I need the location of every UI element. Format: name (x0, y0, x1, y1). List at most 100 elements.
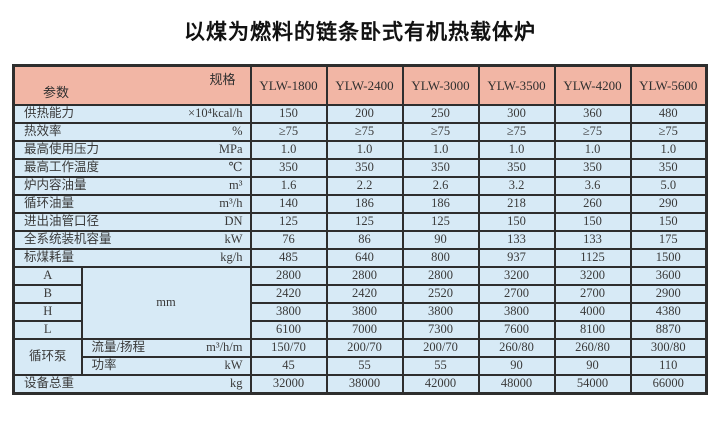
row-label-cell: DN 进出油管口径 (12, 211, 252, 232)
value-cell: 1.0 (325, 139, 404, 160)
table-row: % 热效率 ≥75 ≥75 ≥75 ≥75 ≥75 ≥75 (12, 121, 708, 142)
value-cell: ≥75 (553, 121, 632, 142)
value-cell: 1500 (629, 247, 708, 268)
value-cell: 150 (477, 211, 556, 232)
column-header: YLW-2400 (325, 64, 404, 106)
value-cell: 45 (249, 355, 328, 376)
value-cell: 250 (401, 103, 480, 124)
column-header: YLW-3500 (477, 64, 556, 106)
corner-param-label: 参数 (43, 84, 70, 100)
value-cell: 2420 (249, 283, 328, 304)
table-row: m³ 炉内容油量 1.6 2.2 2.6 3.2 3.6 5.0 (12, 175, 708, 196)
value-cell: 2800 (249, 265, 328, 286)
row-unit: kW (224, 232, 243, 247)
row-unit: ×10⁴kcal/h (188, 106, 243, 121)
value-cell: 218 (477, 193, 556, 214)
value-cell: ≥75 (477, 121, 556, 142)
row-unit: kW (224, 358, 243, 373)
dimension-label: A (12, 265, 83, 286)
row-label: 炉内容油量 (24, 178, 87, 193)
value-cell: 6100 (249, 319, 328, 340)
value-cell: ≥75 (325, 121, 404, 142)
value-cell: 4000 (553, 301, 632, 322)
value-cell: 48000 (477, 373, 556, 394)
value-cell: 133 (477, 229, 556, 250)
value-cell: 200/70 (325, 337, 404, 358)
value-cell: 1.0 (249, 139, 328, 160)
row-label: 进出油管口径 (24, 214, 100, 229)
row-label-cell: ×10⁴kcal/h 供热能力 (12, 103, 252, 124)
row-label: 最高使用压力 (24, 142, 100, 157)
row-unit: ℃ (228, 160, 243, 175)
row-unit: m³/h (219, 196, 243, 211)
value-cell: 260/80 (477, 337, 556, 358)
table-row: DN 进出油管口径 125 125 125 150 150 150 (12, 211, 708, 232)
value-cell: 290 (629, 193, 708, 214)
row-unit: kg (230, 376, 243, 391)
value-cell: 8100 (553, 319, 632, 340)
value-cell: 7300 (401, 319, 480, 340)
total-row: kg 设备总重 32000 38000 42000 48000 54000 66… (12, 373, 708, 394)
value-cell: 937 (477, 247, 556, 268)
value-cell: 150 (553, 211, 632, 232)
row-label-cell: kg/h 标煤耗量 (12, 247, 252, 268)
dimension-label: H (12, 301, 83, 322)
dimension-row: L 6100 7000 7300 7600 8100 8870 (12, 319, 708, 340)
value-cell: ≥75 (249, 121, 328, 142)
value-cell: 90 (401, 229, 480, 250)
row-unit: % (232, 124, 243, 139)
value-cell: 66000 (629, 373, 708, 394)
value-cell: 350 (629, 157, 708, 178)
value-cell: 133 (553, 229, 632, 250)
value-cell: 150 (249, 103, 328, 124)
value-cell: 125 (249, 211, 328, 232)
value-cell: 110 (629, 355, 708, 376)
value-cell: 125 (401, 211, 480, 232)
value-cell: 350 (553, 157, 632, 178)
value-cell: 800 (401, 247, 480, 268)
value-cell: 3200 (477, 265, 556, 286)
dimension-row: B 2420 2420 2520 2700 2700 2900 (12, 283, 708, 304)
pump-row: kW 功率 45 55 55 90 90 110 (14, 355, 708, 376)
value-cell: 4380 (629, 301, 708, 322)
value-cell: 7000 (325, 319, 404, 340)
value-cell: 2800 (325, 265, 404, 286)
value-cell: 2900 (629, 283, 708, 304)
header-row: 规格 参数 YLW-1800 YLW-2400 YLW-3000 YLW-350… (12, 64, 708, 106)
row-label-cell: ℃ 最高工作温度 (12, 157, 252, 178)
value-cell: 260/80 (553, 337, 632, 358)
value-cell: 350 (249, 157, 328, 178)
value-cell: 150 (629, 211, 708, 232)
value-cell: 350 (477, 157, 556, 178)
value-cell: 76 (249, 229, 328, 250)
row-unit: kg/h (220, 250, 243, 265)
value-cell: 350 (325, 157, 404, 178)
value-cell: ≥75 (401, 121, 480, 142)
column-header: YLW-1800 (249, 64, 328, 106)
value-cell: 2420 (325, 283, 404, 304)
row-unit: m³ (229, 178, 243, 193)
value-cell: ≥75 (629, 121, 708, 142)
pump-subrow-label-cell: m³/h/m 流量/扬程 (80, 337, 252, 358)
table-row: ×10⁴kcal/h 供热能力 150 200 250 300 360 480 (12, 103, 708, 124)
value-cell: 186 (325, 193, 404, 214)
value-cell: 300/80 (629, 337, 708, 358)
dimension-unit-cell: mm (80, 265, 252, 340)
value-cell: 42000 (401, 373, 480, 394)
value-cell: 86 (325, 229, 404, 250)
value-cell: 140 (249, 193, 328, 214)
value-cell: 2.2 (325, 175, 404, 196)
value-cell: 300 (477, 103, 556, 124)
pump-subrow-label-cell: kW 功率 (80, 355, 252, 376)
row-label: 流量/扬程 (91, 340, 145, 355)
value-cell: 55 (401, 355, 480, 376)
row-label: 标煤耗量 (24, 250, 75, 265)
row-label: 供热能力 (24, 106, 75, 121)
value-cell: 3800 (401, 301, 480, 322)
row-unit: m³/h/m (206, 340, 243, 355)
row-label: 设备总重 (24, 376, 75, 391)
value-cell: 175 (629, 229, 708, 250)
table-row: kW 全系统装机容量 76 86 90 133 133 175 (12, 229, 708, 250)
value-cell: 38000 (325, 373, 404, 394)
value-cell: 55 (325, 355, 404, 376)
